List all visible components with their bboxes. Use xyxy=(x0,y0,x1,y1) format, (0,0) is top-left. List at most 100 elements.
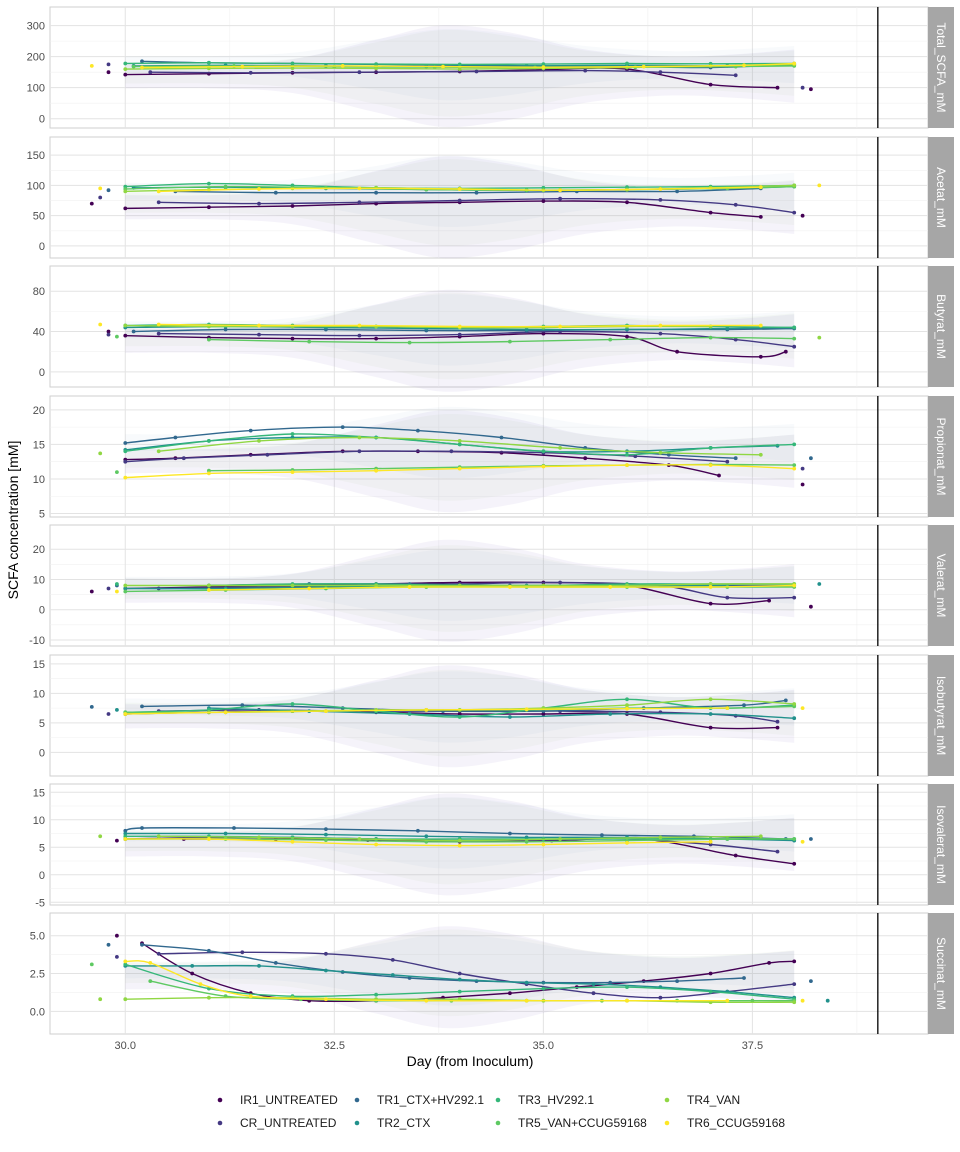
data-point xyxy=(558,837,562,841)
data-point xyxy=(792,61,797,66)
y-tick-label: 5 xyxy=(39,842,45,854)
y-tick-label: 40 xyxy=(33,327,45,339)
data-point xyxy=(474,190,479,195)
data-point xyxy=(457,712,462,716)
legend-item: IR1_UNTREATED xyxy=(217,1093,338,1107)
facet-strip-label: Valerat_mM xyxy=(934,554,948,618)
series-line xyxy=(133,327,795,333)
data-point xyxy=(123,441,128,445)
data-point xyxy=(792,837,797,841)
facet-strip-label: Butyrat_mM xyxy=(934,294,948,359)
facet-strip xyxy=(928,525,954,646)
data-point xyxy=(792,595,797,600)
data-point xyxy=(123,67,128,71)
data-point xyxy=(207,837,211,841)
data-point xyxy=(725,998,730,1003)
data-point xyxy=(457,442,462,447)
data-point xyxy=(257,964,261,968)
data-point xyxy=(89,705,94,709)
data-point xyxy=(115,708,119,712)
data-point xyxy=(324,997,328,1002)
data-point xyxy=(148,979,153,983)
data-point xyxy=(800,706,805,710)
data-point xyxy=(257,323,261,328)
legend-swatch xyxy=(354,1097,360,1103)
facet-strip xyxy=(928,784,954,905)
data-point xyxy=(115,582,119,586)
data-point xyxy=(115,838,119,843)
data-point xyxy=(499,435,504,440)
data-point xyxy=(541,65,546,70)
data-point xyxy=(290,583,295,588)
data-point xyxy=(290,432,295,436)
data-point xyxy=(207,583,211,588)
data-point xyxy=(207,60,211,65)
panel-background xyxy=(49,136,929,259)
series-line xyxy=(125,960,728,1002)
data-point xyxy=(708,82,713,87)
data-point xyxy=(98,186,103,191)
data-point xyxy=(541,986,546,991)
data-point xyxy=(742,63,746,68)
data-point xyxy=(148,961,153,965)
data-point xyxy=(742,703,746,708)
x-tick-label: 37.5 xyxy=(742,1040,763,1052)
data-point xyxy=(156,951,161,956)
data-point xyxy=(123,834,128,839)
y-tick-label: 2.5 xyxy=(30,969,45,981)
series-line xyxy=(158,581,795,600)
series-line xyxy=(141,62,795,69)
data-point xyxy=(207,439,211,443)
facet-strip-label: Isovalerat_mM xyxy=(934,805,948,884)
data-point xyxy=(290,470,295,474)
data-point xyxy=(742,976,746,980)
data-point xyxy=(608,712,613,716)
data-point xyxy=(792,336,797,341)
data-point xyxy=(558,446,562,450)
data-point xyxy=(809,837,813,841)
data-point xyxy=(98,834,103,839)
y-tick-label: 100 xyxy=(27,83,45,95)
panel-6: -5 0 5 10 15 Isovalerat_mM xyxy=(33,783,954,909)
data-point xyxy=(792,959,797,964)
data-point xyxy=(449,449,454,454)
data-point xyxy=(207,471,211,476)
data-point xyxy=(800,998,805,1003)
data-point xyxy=(181,456,186,461)
data-point xyxy=(156,449,161,454)
data-point xyxy=(140,59,144,64)
data-point xyxy=(558,324,562,329)
legend-label: TR4_VAN xyxy=(687,1093,740,1107)
panel-data xyxy=(98,322,822,359)
data-point xyxy=(775,719,780,724)
confidence-band xyxy=(125,155,795,228)
y-tick-label: 0 xyxy=(39,605,45,617)
data-point xyxy=(658,331,663,336)
data-point xyxy=(273,190,278,195)
data-point xyxy=(508,991,512,996)
data-point xyxy=(708,712,713,716)
data-point xyxy=(524,707,529,712)
data-point xyxy=(625,452,629,457)
y-tick-label: 5 xyxy=(39,718,45,730)
data-point xyxy=(541,842,546,847)
data-point xyxy=(207,468,211,473)
data-point xyxy=(140,826,144,830)
panel-data xyxy=(89,580,822,609)
data-point xyxy=(248,994,253,999)
data-point xyxy=(758,215,763,219)
data-point xyxy=(290,66,295,70)
data-point xyxy=(89,589,94,594)
data-point xyxy=(131,64,136,69)
data-point xyxy=(223,327,228,332)
data-point xyxy=(457,67,462,71)
data-point xyxy=(541,199,546,204)
data-point xyxy=(792,325,797,330)
data-point xyxy=(457,715,462,719)
data-point xyxy=(625,998,629,1003)
data-point xyxy=(658,70,663,75)
data-point xyxy=(98,195,103,200)
data-point xyxy=(708,446,713,450)
